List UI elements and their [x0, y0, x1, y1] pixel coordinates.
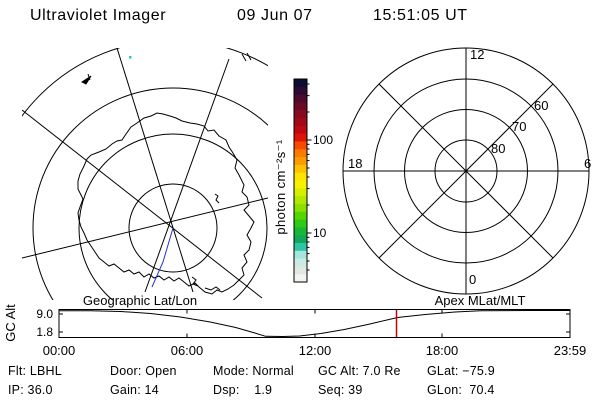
app-title: Ultraviolet Imager — [30, 7, 167, 24]
status-glon: GLon: 70.4 — [427, 383, 495, 397]
ytick-9: 9.0 — [36, 307, 53, 321]
colorbar-tick-label-10: 10 — [313, 226, 327, 240]
time-label: 15:51:05 UT — [373, 7, 468, 24]
xtick-1200: 12:00 — [299, 343, 332, 358]
right-plot-caption: Apex MLat/MLT — [435, 293, 526, 308]
mlt-label-0: 0 — [469, 272, 476, 287]
status-seq: Seq: 39 — [318, 383, 363, 397]
altitude-panel-ticks — [59, 309, 570, 338]
mlt-label-6: 6 — [584, 156, 591, 171]
status-door: Door: Open — [110, 364, 177, 378]
left-plot-caption: Geographic Lat/Lon — [83, 293, 197, 308]
auroral-pixel — [129, 56, 132, 59]
mlt-spokes — [343, 48, 589, 294]
orbit-tick-marks — [241, 52, 252, 62]
mlat-label-60: 60 — [534, 98, 548, 113]
status-gc-alt: GC Alt: 7.0 Re — [318, 364, 401, 378]
status-gain: Gain: 14 — [110, 383, 159, 397]
colorbar-tick-label-100: 100 — [313, 133, 333, 147]
xtick-1800: 18:00 — [426, 343, 459, 358]
colorbar-ticks — [307, 83, 312, 271]
mlt-label-12: 12 — [470, 47, 484, 62]
geographic-polar-plot — [22, 48, 268, 300]
mlat-label-70: 70 — [512, 119, 526, 134]
altitude-panel-box — [58, 309, 571, 338]
status-dsp: Dsp: 1.9 — [213, 383, 273, 397]
gc-alt-curve — [59, 310, 570, 338]
xtick-2359: 23:59 — [554, 343, 587, 358]
colorbar-frame — [293, 78, 308, 283]
mlt-label-18: 18 — [348, 156, 362, 171]
altitude-y-axis-label: GC Alt — [3, 304, 18, 342]
coastline-antarctica — [77, 112, 255, 295]
status-flt: Flt: LBHL — [8, 364, 62, 378]
colorbar: 100 10 — [293, 78, 333, 283]
status-ip: IP: 36.0 — [8, 383, 53, 397]
apex-polar-plot: 12 18 6 0 60 70 80 — [342, 47, 591, 295]
date-label: 09 Jun 07 — [237, 7, 313, 24]
altitude-panel: GC Alt 9.0 1.8 00:00 06:00 12:00 18:00 2… — [3, 304, 586, 358]
mlat-label-80: 80 — [491, 141, 505, 156]
xtick-0000: 00:00 — [43, 343, 76, 358]
meridian-lines — [22, 48, 268, 299]
xtick-0600: 06:00 — [171, 343, 204, 358]
status-glat: GLat: −75.9 — [427, 364, 495, 378]
ytick-1-8: 1.8 — [36, 325, 53, 339]
spacecraft-direction-marker — [81, 73, 92, 85]
altitude-x-tick-labels: 00:00 06:00 12:00 18:00 23:59 — [43, 343, 587, 358]
latitude-circles — [22, 48, 268, 300]
footprint-meridian-line — [151, 227, 174, 288]
status-mode: Mode: Normal — [213, 364, 294, 378]
colorbar-steps — [294, 79, 307, 283]
